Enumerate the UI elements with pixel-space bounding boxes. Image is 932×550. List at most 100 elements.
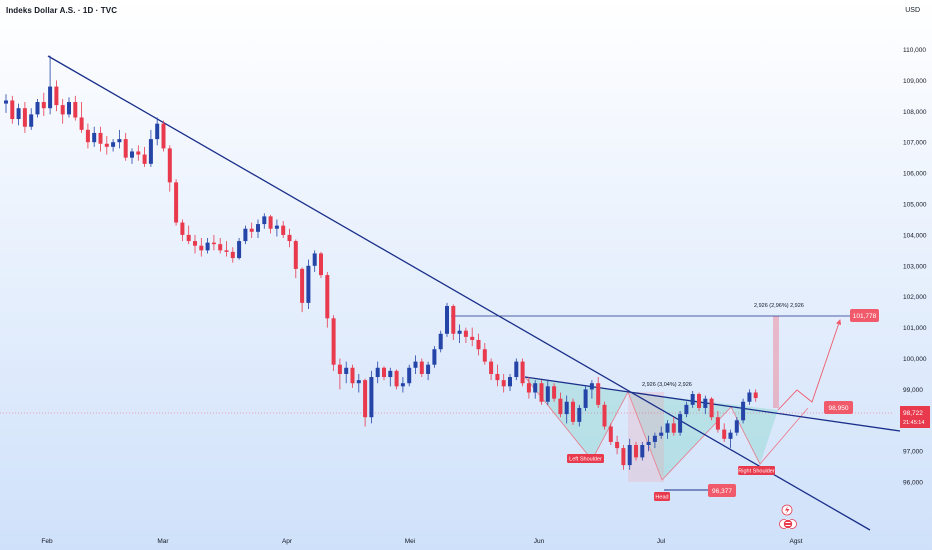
candle xyxy=(60,98,65,124)
candle xyxy=(293,239,298,279)
candle xyxy=(589,380,594,399)
y-tick-label: 105,000 xyxy=(903,202,927,209)
x-tick-label: Apr xyxy=(282,538,293,545)
candle xyxy=(130,148,134,164)
candle xyxy=(237,237,242,260)
candle xyxy=(136,145,141,161)
candle xyxy=(709,397,714,421)
candle xyxy=(41,92,46,116)
candle xyxy=(526,377,531,399)
candle xyxy=(331,315,336,371)
svg-text:Right Shoulder: Right Shoulder xyxy=(738,469,775,475)
measure-box-1 xyxy=(628,392,664,482)
candle xyxy=(715,411,720,433)
candle xyxy=(621,445,626,470)
candle xyxy=(167,145,172,192)
candle xyxy=(29,108,34,130)
candle xyxy=(35,98,40,118)
candle xyxy=(753,389,758,402)
currency-label: USD xyxy=(905,7,920,14)
candle xyxy=(193,234,197,254)
candle xyxy=(463,327,468,344)
candle xyxy=(684,401,689,418)
candle xyxy=(142,146,147,167)
candle xyxy=(363,378,368,427)
candle xyxy=(608,423,613,446)
head-price-label: 96,377 xyxy=(708,484,736,497)
candle xyxy=(652,432,657,449)
candle xyxy=(186,225,191,245)
us-flag-events-icon[interactable] xyxy=(779,519,797,529)
x-tick-label: Jul xyxy=(657,538,666,545)
candle xyxy=(400,377,405,393)
projected-path xyxy=(777,319,842,411)
candle xyxy=(640,441,645,461)
candle xyxy=(602,401,607,430)
candle xyxy=(697,392,701,412)
measure-text-1: 2,926 (3,04%) 2,926 xyxy=(642,382,692,388)
candle xyxy=(369,370,374,424)
svg-text:101,778: 101,778 xyxy=(853,313,877,320)
measure-box-2 xyxy=(773,316,779,408)
candle xyxy=(117,129,122,149)
candle xyxy=(388,367,393,387)
target-price-label: 101,778 xyxy=(850,309,879,322)
candle xyxy=(356,373,361,393)
breakout-price-label: 98,950 xyxy=(824,401,853,414)
candle xyxy=(419,358,424,378)
candle xyxy=(180,219,185,242)
candle xyxy=(564,395,569,424)
candle xyxy=(741,398,746,424)
candle xyxy=(104,136,109,155)
candle xyxy=(533,380,538,399)
candle xyxy=(337,358,342,390)
candle xyxy=(413,355,418,374)
candle xyxy=(451,304,456,340)
candle xyxy=(148,129,153,167)
candle xyxy=(85,123,90,149)
candle xyxy=(552,383,557,402)
candle xyxy=(545,380,550,405)
x-tick-label: Mar xyxy=(157,538,169,545)
candle xyxy=(747,389,752,405)
event-lightning-icon[interactable] xyxy=(781,504,793,516)
head-label: Head xyxy=(654,492,670,501)
candle xyxy=(243,225,248,245)
candle xyxy=(287,228,292,248)
candle xyxy=(300,267,305,313)
candle xyxy=(577,404,582,427)
candle xyxy=(470,327,475,347)
y-tick-label: 100,000 xyxy=(903,356,927,363)
candle xyxy=(665,420,670,439)
candle xyxy=(659,426,664,439)
right-shoulder-label: Right Shoulder xyxy=(738,466,775,475)
candle xyxy=(495,364,500,387)
candle xyxy=(174,179,179,226)
candle xyxy=(211,234,216,251)
candle xyxy=(671,417,676,436)
candle xyxy=(627,438,632,470)
candle xyxy=(111,139,116,152)
candle xyxy=(281,220,286,238)
candle xyxy=(432,346,437,368)
candle xyxy=(426,361,431,381)
candle xyxy=(678,411,683,436)
candle xyxy=(123,132,128,161)
candle xyxy=(161,120,166,152)
y-tick-label: 110,000 xyxy=(903,47,926,54)
candle xyxy=(690,390,695,408)
candle xyxy=(634,441,638,461)
svg-text:96,377: 96,377 xyxy=(712,488,732,495)
y-tick-label: 99,000 xyxy=(903,387,923,394)
candle xyxy=(199,237,204,257)
candle xyxy=(16,103,21,126)
candle xyxy=(438,330,443,353)
candle xyxy=(508,373,512,391)
svg-text:Left Shoulder: Left Shoulder xyxy=(569,457,602,463)
svg-text:21:45:14: 21:45:14 xyxy=(903,420,924,426)
candle xyxy=(319,251,323,279)
candle xyxy=(646,435,651,452)
candle xyxy=(476,333,481,356)
